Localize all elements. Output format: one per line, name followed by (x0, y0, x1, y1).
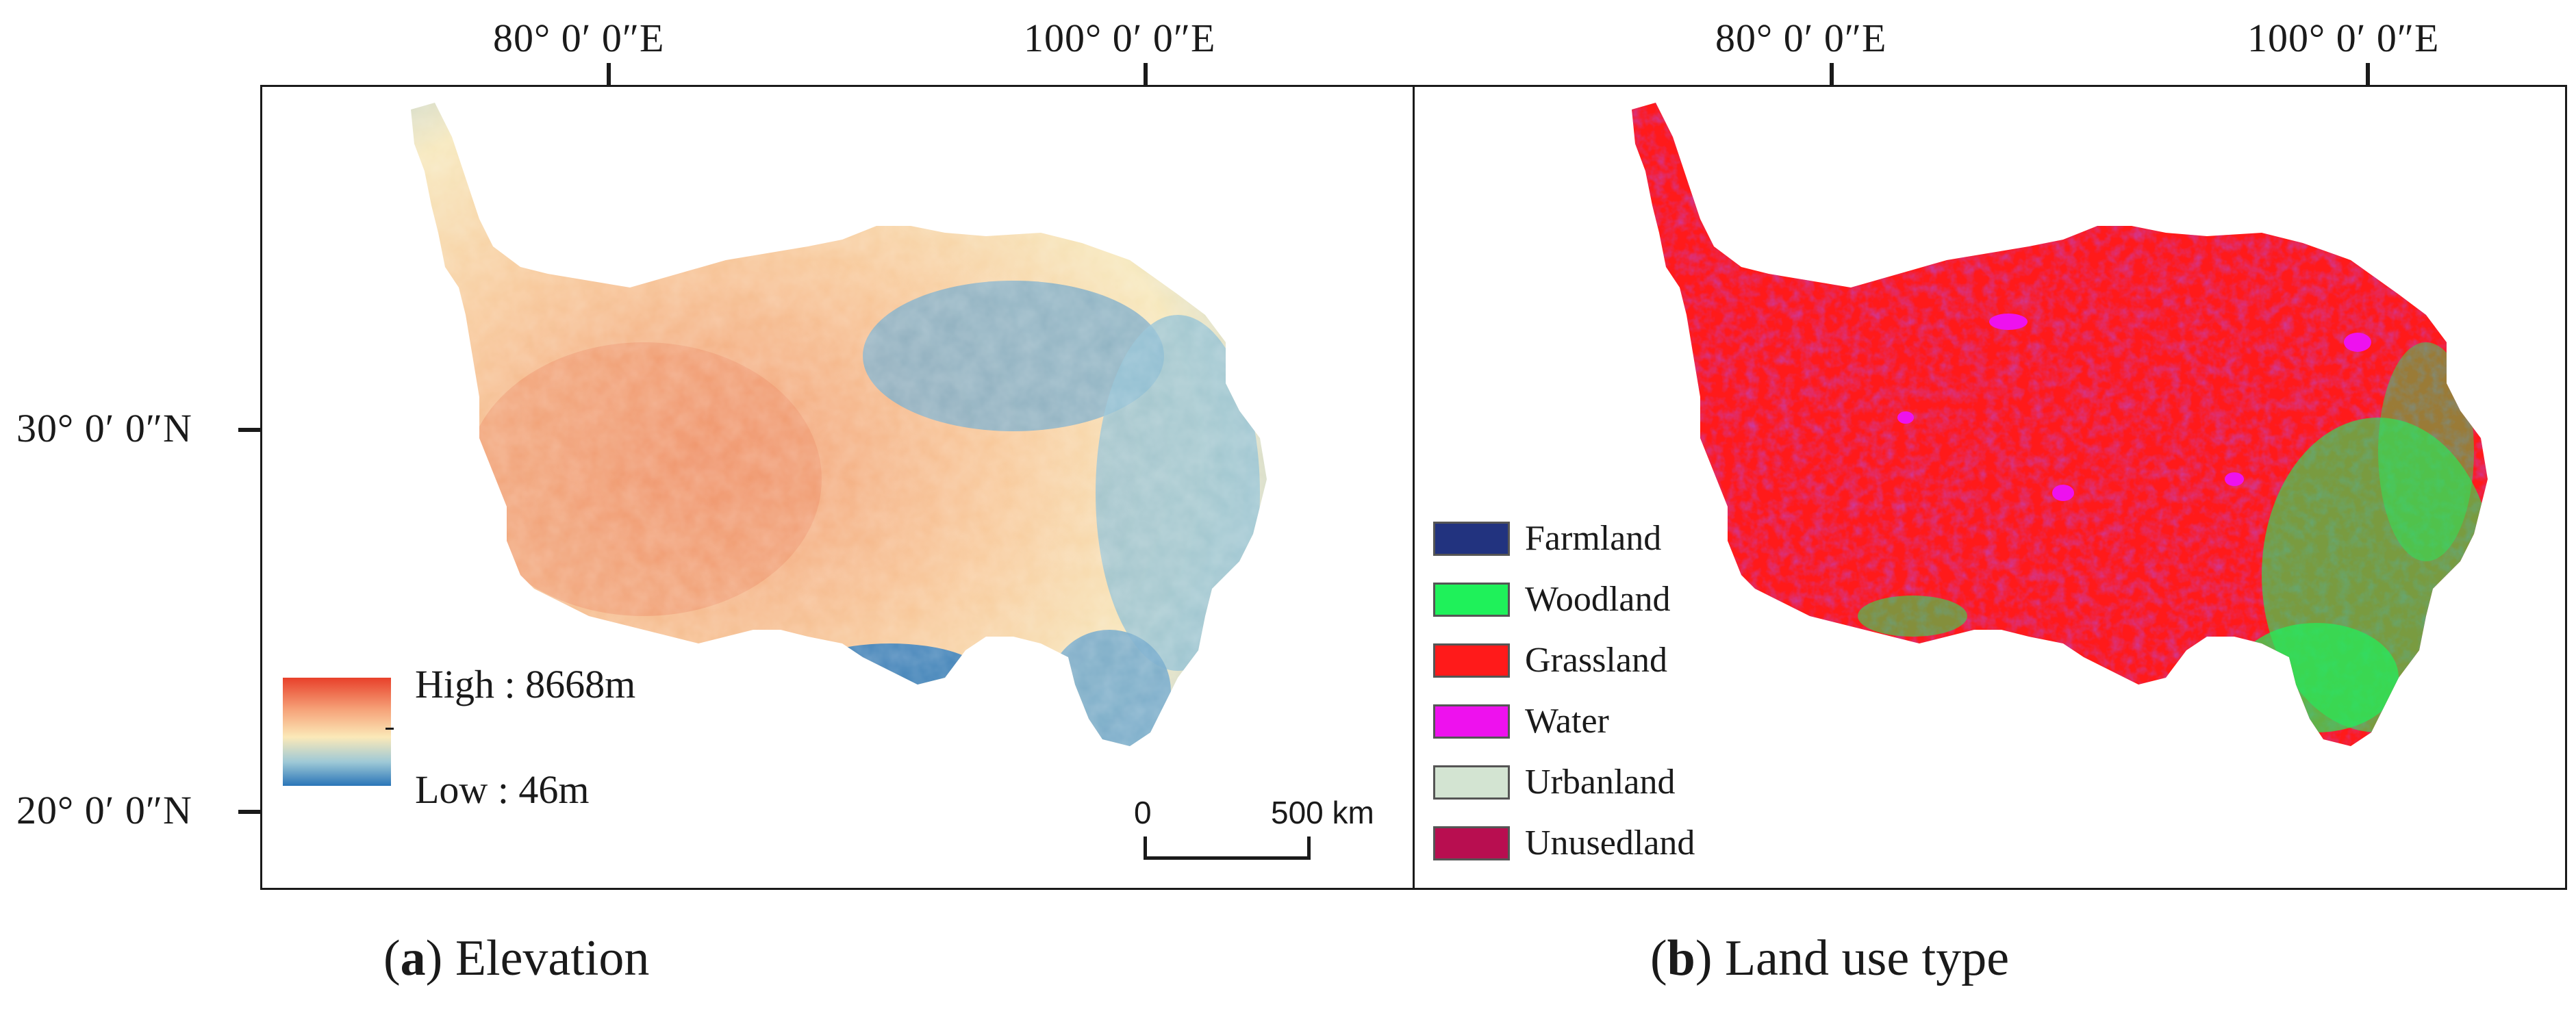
caption-a-letter: a (400, 930, 426, 986)
caption-b: (b) Land use type (1650, 930, 2010, 986)
legend-label: Unusedland (1525, 823, 1695, 863)
legend-label: Farmland (1525, 519, 1662, 558)
lat-label-20: 20° 0′ 0″N (16, 788, 192, 832)
scale-bar (1144, 836, 1311, 860)
caption-a-text: Elevation (455, 930, 650, 986)
legend-item-urbanland: Urbanland (1433, 762, 1675, 802)
elevation-legend-tick (386, 728, 394, 730)
lon-tick-100-a (1144, 63, 1148, 86)
legend-item-farmland: Farmland (1433, 518, 1661, 559)
unusedland-swatch (1433, 826, 1510, 860)
legend-item-water: Water (1433, 701, 1609, 741)
land-use-plateau (1632, 103, 2488, 746)
water-swatch (1433, 704, 1510, 739)
land-use-map-panel (1413, 85, 2567, 890)
farmland-swatch (1433, 521, 1510, 556)
legend-label: Water (1525, 702, 1609, 741)
lon-label-100-a: 100° 0′ 0″E (1024, 16, 1216, 60)
scale-bar-zero: 0 (1134, 795, 1152, 830)
caption-b-text: Land use type (1724, 930, 2010, 986)
legend-label: Urbanland (1525, 763, 1676, 802)
urbanland-swatch (1433, 765, 1510, 800)
woodland-swatch (1433, 582, 1510, 617)
scale-bar-end: 500 km (1271, 795, 1374, 830)
legend-label: Woodland (1525, 580, 1671, 619)
elevation-legend-high: High : 8668m (415, 662, 636, 706)
lon-label-80-b: 80° 0′ 0″E (1715, 16, 1887, 60)
legend-label: Grassland (1525, 641, 1667, 680)
lon-label-100-b: 100° 0′ 0″E (2247, 16, 2440, 60)
legend-item-unusedland: Unusedland (1433, 823, 1695, 863)
lon-tick-80-a (607, 63, 611, 86)
grassland-swatch (1433, 643, 1510, 678)
lat-tick-30 (238, 428, 262, 432)
legend-item-grassland: Grassland (1433, 640, 1667, 680)
elevation-legend-low: Low : 46m (415, 767, 590, 812)
lon-label-80-a: 80° 0′ 0″E (493, 16, 665, 60)
legend-item-woodland: Woodland (1433, 579, 1670, 620)
elevation-legend-gradient (283, 678, 391, 786)
lat-tick-20 (238, 810, 262, 814)
caption-b-letter: b (1667, 930, 1695, 986)
lon-tick-80-b (1830, 63, 1834, 86)
lon-tick-100-b (2366, 63, 2370, 86)
caption-a: (a) Elevation (383, 930, 650, 986)
lat-label-30: 30° 0′ 0″N (16, 406, 192, 450)
